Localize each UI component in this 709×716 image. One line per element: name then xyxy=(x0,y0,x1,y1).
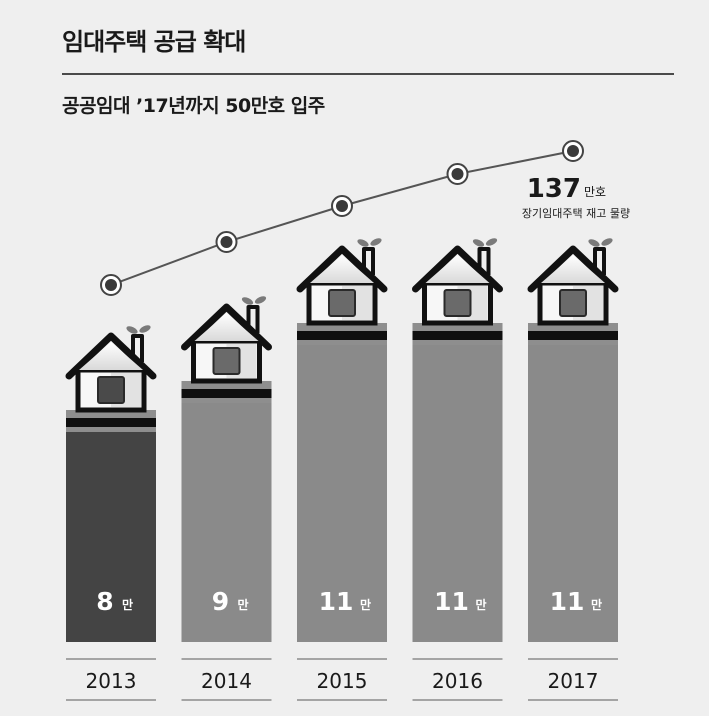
trend-point-core xyxy=(567,145,579,157)
bar-value-label: 11 xyxy=(550,587,585,616)
bar-value-unit: 만 xyxy=(122,597,133,612)
bar-value-unit: 만 xyxy=(238,597,249,612)
bar-value-unit: 만 xyxy=(476,597,487,612)
bar-2014 xyxy=(181,381,272,642)
bar-soil-stripe-2015 xyxy=(297,331,387,340)
x-tick-label: 2013 xyxy=(86,669,137,693)
house-icon xyxy=(296,238,388,326)
bar-2013 xyxy=(66,410,156,642)
bar-2016 xyxy=(412,323,503,642)
x-tick-label: 2014 xyxy=(201,669,252,693)
chart-subtitle: 공공임대 ’17년까지 50만호 입주 xyxy=(62,95,325,117)
house-icon xyxy=(527,238,619,326)
bar-value-unit: 만 xyxy=(360,597,371,612)
stock-total-caption: 장기임대주택 재고 물량 xyxy=(522,207,630,220)
bar-soil-stripe-2014 xyxy=(181,389,272,398)
bar-soil-stripe-2017 xyxy=(528,331,618,340)
x-tick-label: 2017 xyxy=(548,669,599,693)
title-divider xyxy=(62,73,674,75)
trend-point-core xyxy=(336,200,348,212)
bar-soil-stripe-2016 xyxy=(412,331,503,340)
stock-total-unit: 만호 xyxy=(584,185,606,199)
bar-value-label: 11 xyxy=(319,587,354,616)
trend-point-core xyxy=(451,168,464,180)
trend-point-core xyxy=(220,236,233,248)
bar-value-label: 9 xyxy=(212,587,229,616)
bar-value-label: 8 xyxy=(96,587,113,616)
stock-total-value: 137 xyxy=(527,174,581,204)
house-icon xyxy=(65,325,157,413)
page-title: 임대주택 공급 확대 xyxy=(62,28,246,56)
bar-value-label: 11 xyxy=(434,587,469,616)
x-tick-label: 2015 xyxy=(317,669,368,693)
trend-point-core xyxy=(105,279,117,291)
bar-soil-stripe-2013 xyxy=(66,418,156,427)
x-tick-label: 2016 xyxy=(432,669,483,693)
bar-2015 xyxy=(297,323,387,642)
bar-value-unit: 만 xyxy=(591,597,602,612)
bar-2017 xyxy=(528,323,618,642)
house-icon xyxy=(181,296,272,384)
house-icon xyxy=(412,238,503,326)
